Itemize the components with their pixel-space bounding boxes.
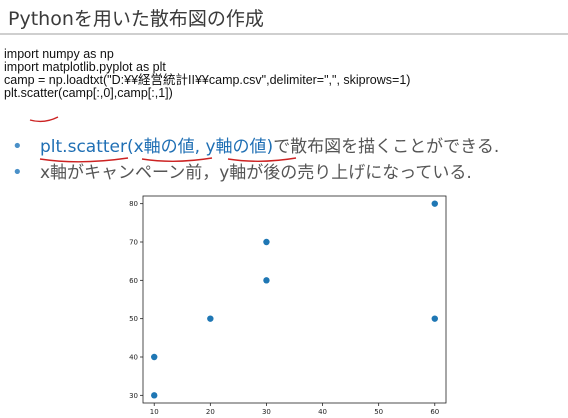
y-tick-label: 60 [129, 277, 138, 285]
y-tick-label: 40 [129, 354, 138, 362]
data-point [431, 315, 438, 322]
code-line: import numpy as np [4, 47, 114, 61]
y-tick-label: 80 [129, 200, 138, 208]
data-point [207, 315, 214, 322]
y-tick-label: 70 [129, 239, 138, 247]
bullet-highlight: plt.scatter(x軸の値, y軸の値) [40, 137, 274, 157]
x-tick-label: 30 [262, 408, 271, 416]
bullet-text: で散布図を描くことができる. [273, 137, 500, 157]
plot-frame [142, 195, 447, 404]
code-line: import matplotlib.pyplot as plt [4, 60, 166, 74]
x-tick-label: 40 [318, 408, 327, 416]
bullet-item: • plt.scatter(x軸の値, y軸の値) で散布図を描くことができる. [12, 134, 499, 160]
x-tick-label: 10 [150, 408, 159, 416]
x-tick-label: 60 [430, 408, 439, 416]
data-point [151, 392, 158, 399]
data-point [151, 353, 158, 361]
y-tick-label: 30 [129, 392, 138, 400]
data-point [263, 277, 270, 284]
x-tick-label: 20 [206, 408, 215, 416]
x-tick-label: 50 [374, 408, 383, 416]
bullet-dot-icon: • [12, 136, 23, 157]
code-block: import numpy as np import matplotlib.pyp… [4, 48, 410, 100]
title-divider [0, 33, 568, 35]
data-point [431, 200, 438, 207]
bullet-list: • plt.scatter(x軸の値, y軸の値) で散布図を描くことができる.… [12, 134, 499, 186]
code-line: plt.scatter(camp[:,0],camp[:,1]) [4, 86, 173, 100]
slide-title: Pythonを用いた散布図の作成 [8, 8, 264, 30]
bullet-item: • x軸がキャンペーン前，y軸が後の売り上げになっている. [12, 160, 499, 186]
y-tick-label: 50 [129, 315, 138, 323]
code-line: camp = np.loadtxt("D:¥¥経営統計II¥¥camp.csv"… [4, 73, 411, 87]
bullet-dot-icon: • [12, 162, 23, 183]
data-point [263, 238, 270, 246]
bullet-text: x軸がキャンペーン前，y軸が後の売り上げになっている. [40, 163, 472, 183]
